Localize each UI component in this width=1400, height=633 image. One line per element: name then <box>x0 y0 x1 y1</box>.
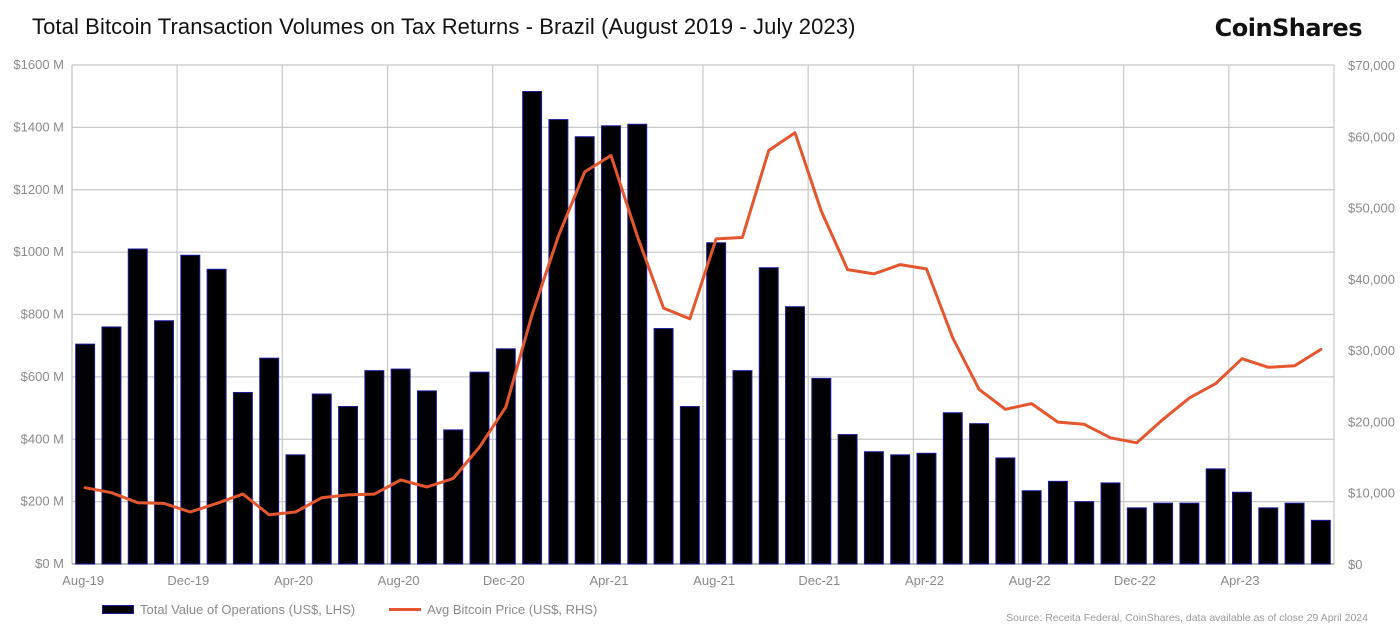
bar-volume <box>443 429 464 565</box>
chart-title: Total Bitcoin Transaction Volumes on Tax… <box>32 14 856 39</box>
y-right-tick-label: $60,000 <box>1348 129 1395 144</box>
x-tick-label: Dec-19 <box>167 573 209 588</box>
x-tick-label: Dec-21 <box>798 573 840 588</box>
y-left-tick-label: $800 M <box>21 307 64 322</box>
y-right-tick-label: $0 <box>1348 557 1362 572</box>
bar-volume <box>1179 502 1200 565</box>
bar-volume <box>416 390 437 565</box>
x-tick-label: Aug-20 <box>378 573 420 588</box>
bar-volume <box>127 248 148 565</box>
bar-volume <box>811 377 832 565</box>
bar-volume <box>706 242 727 565</box>
grid-layer <box>71 64 1335 565</box>
bar-volume <box>653 328 674 565</box>
y-right-tick-label: $40,000 <box>1348 272 1395 287</box>
bar-volume <box>180 254 201 565</box>
brand-logo: CoinShares <box>1214 14 1363 42</box>
bar-volume <box>1047 480 1068 565</box>
legend-swatch-bar <box>102 605 134 614</box>
bar-volume <box>1205 468 1226 565</box>
y-right-tick-label: $10,000 <box>1348 486 1395 501</box>
bar-volume <box>101 326 122 565</box>
bar-volume <box>232 391 253 565</box>
y-left-tick-label: $600 M <box>21 369 64 384</box>
y-right-tick-label: $30,000 <box>1348 343 1395 358</box>
bar-volume <box>785 306 805 565</box>
x-tick-label: Aug-22 <box>1009 573 1051 588</box>
bar-volume <box>995 457 1016 565</box>
bar-volume <box>390 368 411 565</box>
bar-volume <box>1258 507 1279 565</box>
bar-volume <box>1284 502 1305 565</box>
bar-volume <box>574 136 595 565</box>
x-tick-label: Aug-21 <box>693 573 735 588</box>
y-left-tick-label: $1000 M <box>13 244 64 259</box>
bar-volume <box>548 119 569 565</box>
bar-volume <box>259 357 280 565</box>
y-left-tick-label: $1600 M <box>13 57 64 72</box>
bar-volume <box>627 123 648 565</box>
y-left-tick-label: $1400 M <box>13 119 64 134</box>
bar-volume <box>863 451 884 565</box>
bar-volume <box>916 452 937 565</box>
legend-item-volume: Total Value of Operations (US$, LHS) <box>102 602 355 617</box>
chart-legend: Total Value of Operations (US$, LHS) Avg… <box>102 602 597 617</box>
bar-volume <box>75 343 96 565</box>
bar-volume <box>732 370 753 565</box>
bar-volume <box>154 320 174 565</box>
bar-volume <box>942 412 963 565</box>
bar-volume <box>890 454 911 565</box>
x-tick-label: Apr-21 <box>589 573 628 588</box>
legend-label-price: Avg Bitcoin Price (US$, RHS) <box>427 602 598 617</box>
bar-volume <box>679 406 700 565</box>
y-right-tick-label: $70,000 <box>1348 58 1395 73</box>
bar-volume <box>1232 491 1252 565</box>
bar-volume <box>1310 519 1331 565</box>
x-tick-label: Dec-20 <box>483 573 525 588</box>
legend-label-volume: Total Value of Operations (US$, LHS) <box>140 602 356 617</box>
y-left-tick-label: $0 M <box>35 556 64 571</box>
y-left-tick-label: $400 M <box>21 431 64 446</box>
bar-volume <box>601 125 621 565</box>
legend-item-price: Avg Bitcoin Price (US$, RHS) <box>389 602 597 617</box>
x-tick-label: Apr-23 <box>1220 573 1259 588</box>
bar-volume <box>338 406 359 565</box>
bar-volume <box>522 91 543 565</box>
bar-volume <box>285 454 306 565</box>
bar-volume <box>758 267 779 565</box>
bar-volume <box>1100 482 1121 565</box>
bar-volume <box>495 348 516 565</box>
bar-volume <box>1126 507 1147 565</box>
bar-volume <box>1074 501 1095 565</box>
line-btc-price <box>83 131 1323 517</box>
x-tick-label: Apr-20 <box>274 573 313 588</box>
bar-volume <box>1153 502 1174 565</box>
legend-swatch-line <box>389 608 422 611</box>
bar-volume <box>1021 490 1042 565</box>
bar-volume <box>364 370 385 565</box>
bar-volume <box>837 434 858 565</box>
y-left-tick-label: $1200 M <box>13 182 64 197</box>
source-note: Source: Receita Federal, CoinShares, dat… <box>1006 612 1368 624</box>
x-tick-label: Apr-22 <box>905 573 944 588</box>
y-right-tick-label: $50,000 <box>1348 201 1395 216</box>
bar-volume <box>311 393 332 565</box>
x-tick-label: Aug-19 <box>62 573 104 588</box>
bar-layer <box>75 91 1331 565</box>
axis-layer: $0 M $200 M $400 M $600 M $800 M $1000 M $1200… <box>13 57 1395 588</box>
bar-volume <box>969 423 990 565</box>
y-left-tick-label: $200 M <box>21 494 64 509</box>
bar-volume <box>206 268 227 565</box>
x-tick-label: Dec-22 <box>1114 573 1156 588</box>
bar-volume <box>469 371 490 565</box>
y-right-tick-label: $20,000 <box>1348 414 1395 429</box>
line-layer <box>83 131 1323 517</box>
